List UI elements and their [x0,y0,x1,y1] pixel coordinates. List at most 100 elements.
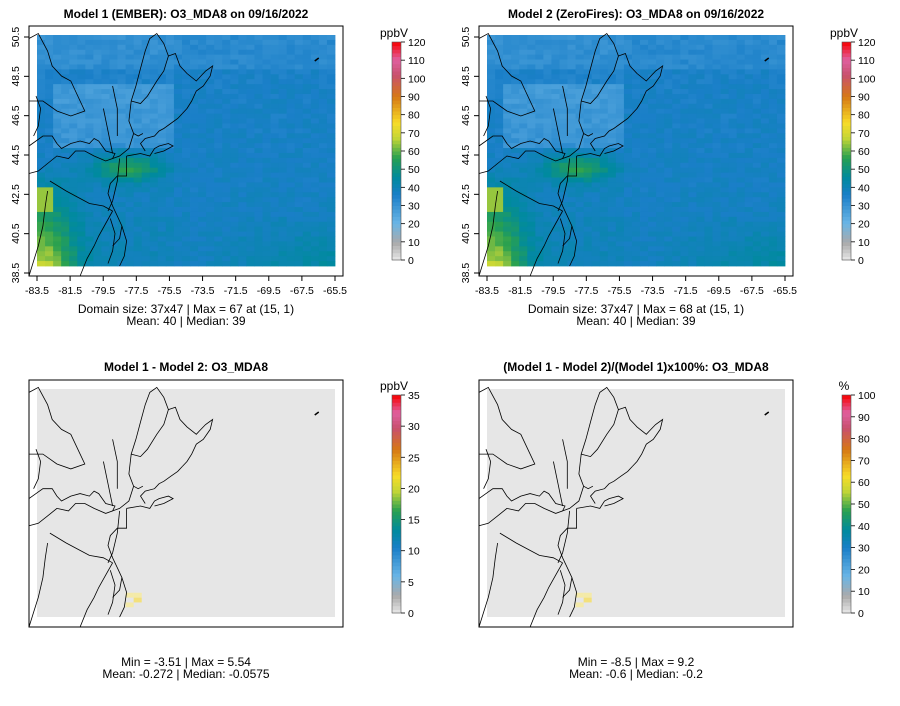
grid-cell [246,261,255,267]
grid-cell [543,167,552,174]
colorbar-segment [842,605,851,610]
grid-cell [543,59,552,65]
grid-cell [575,197,585,203]
grid-cell [125,241,135,247]
grid-cell [720,89,730,95]
grid-cell [527,113,536,119]
grid-cell [503,118,512,124]
grid-cell [85,69,94,75]
grid-cell [198,54,207,60]
grid-cell [278,167,288,174]
grid-cell [294,143,304,149]
grid-cell [77,182,86,188]
grid-cell [109,123,118,129]
y-tick-label: 42.5 [460,184,472,205]
grid-cell [294,221,304,228]
grid-cell [190,98,199,105]
grid-cell [310,113,320,119]
boundary-line [562,386,664,512]
grid-cell [752,167,762,174]
grid-cell [656,118,665,124]
grid-cell [198,59,207,65]
grid-cell [768,192,778,198]
grid-cell [53,226,62,232]
data-grid [487,35,786,267]
grid-cell [254,157,263,164]
colorbar-segment [392,598,401,603]
grid-cell [752,211,762,218]
colorbar-segment [842,540,851,545]
grid-cell [519,221,528,228]
grid-cell [286,133,296,139]
grid-cell [744,202,754,208]
grid-cell [181,39,191,46]
grid-cell [222,138,231,144]
grid-cell [246,207,255,213]
grid-cell [527,256,536,262]
grid-cell [599,64,609,70]
grid-cell [776,162,786,169]
colorbar-segment [392,529,401,534]
boundary-line [557,158,570,212]
grid-cell [744,251,754,257]
grid-cell [117,177,126,183]
grid-cell [286,246,296,252]
grid-cell [318,261,328,267]
grid-cell [254,59,263,65]
grid-cell [254,74,263,80]
grid-cell [149,49,159,56]
grid-cell [503,49,512,56]
grid-cell [37,59,46,65]
grid-cell [760,54,770,60]
grid-cell [286,157,296,164]
grid-cell [214,113,223,119]
grid-cell [294,177,304,183]
grid-cell [230,226,239,232]
grid-cell [631,216,641,223]
grid-cell [93,197,102,203]
grid-cell [591,59,601,65]
grid-cell [567,256,576,262]
grid-cell [623,108,633,115]
grid-cell [680,207,689,213]
grid-cell [222,133,231,139]
grid-cell [173,89,183,95]
colorbar-segment [392,169,401,174]
boundary-line [478,135,566,174]
grid-cell [688,49,697,56]
grid-cell [567,143,576,149]
data-grid [487,389,785,617]
grid-cell [125,157,135,164]
grid-cell [278,44,288,51]
grid-cell [631,256,641,262]
grid-cell [181,256,191,262]
grid-cell [69,202,78,208]
grid-cell [190,207,199,213]
grid-cell [69,79,78,85]
grid-cell [222,74,231,80]
grid-cell [720,246,730,252]
grid-cell [254,89,263,95]
grid-cell [125,148,135,154]
grid-cell [45,98,54,105]
grid-cell [736,167,746,174]
grid-cell [656,69,665,75]
grid-cell [495,118,504,124]
grid-cell [206,197,215,203]
grid-cell [53,152,62,159]
grid-cell [238,118,247,124]
colorbar-tick-label: 100 [408,73,426,85]
grid-cell [487,177,496,183]
grid-cell [776,216,786,223]
grid-cell [511,59,520,65]
grid-cell [109,113,118,119]
grid-cell [69,261,78,267]
colorbar-segment [392,609,401,614]
grid-cell [623,138,633,144]
grid-cell [712,143,721,149]
grid-cell [559,256,568,262]
grid-cell [672,162,681,169]
grid-cell [672,143,681,149]
grid-cell [511,103,520,110]
grid-cell [310,64,320,70]
